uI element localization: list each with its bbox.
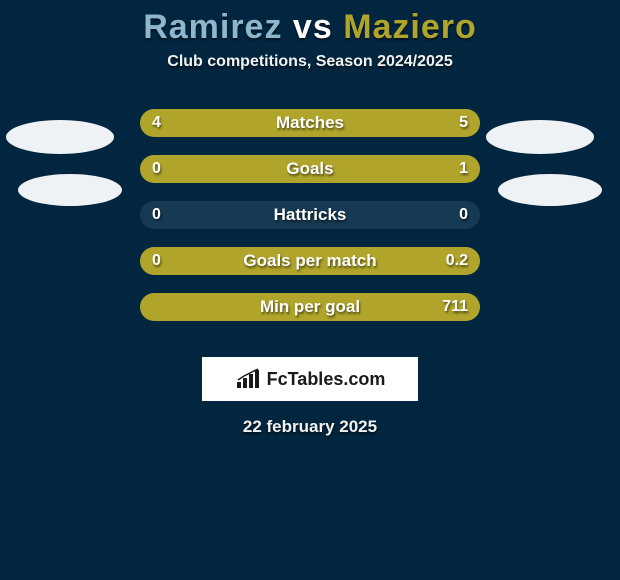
- stat-bar-track: [140, 293, 480, 321]
- footer-date: 22 february 2025: [0, 417, 620, 437]
- decorative-ellipse: [486, 120, 594, 154]
- stat-bar-fill-left: [140, 109, 290, 137]
- stat-bar-fill-left: [140, 155, 208, 183]
- stat-bar-fill-right: [140, 293, 480, 321]
- stat-bar-fill-right: [208, 155, 480, 183]
- title-vs: vs: [293, 8, 333, 46]
- title-player-b: Maziero: [343, 8, 477, 46]
- stat-bar-fill-right: [140, 247, 480, 275]
- stat-bar-fill-right: [290, 109, 480, 137]
- stat-row: Hattricks00: [0, 201, 620, 247]
- footer-logo: FcTables.com: [202, 357, 418, 401]
- stat-row: Goals per match00.2: [0, 247, 620, 293]
- stat-row: Min per goal0711: [0, 293, 620, 339]
- decorative-ellipse: [18, 174, 122, 206]
- decorative-ellipse: [498, 174, 602, 206]
- stat-bar-track: [140, 155, 480, 183]
- stat-bar-track: [140, 247, 480, 275]
- title-player-a: Ramirez: [143, 8, 282, 46]
- bar-chart-icon: [235, 368, 261, 390]
- stat-bar-track: [140, 109, 480, 137]
- page-title: Ramirez vs Maziero: [0, 0, 620, 47]
- decorative-ellipse: [6, 120, 114, 154]
- footer-logo-text: FcTables.com: [267, 369, 386, 390]
- stat-bar-track: [140, 201, 480, 229]
- subtitle: Club competitions, Season 2024/2025: [0, 53, 620, 71]
